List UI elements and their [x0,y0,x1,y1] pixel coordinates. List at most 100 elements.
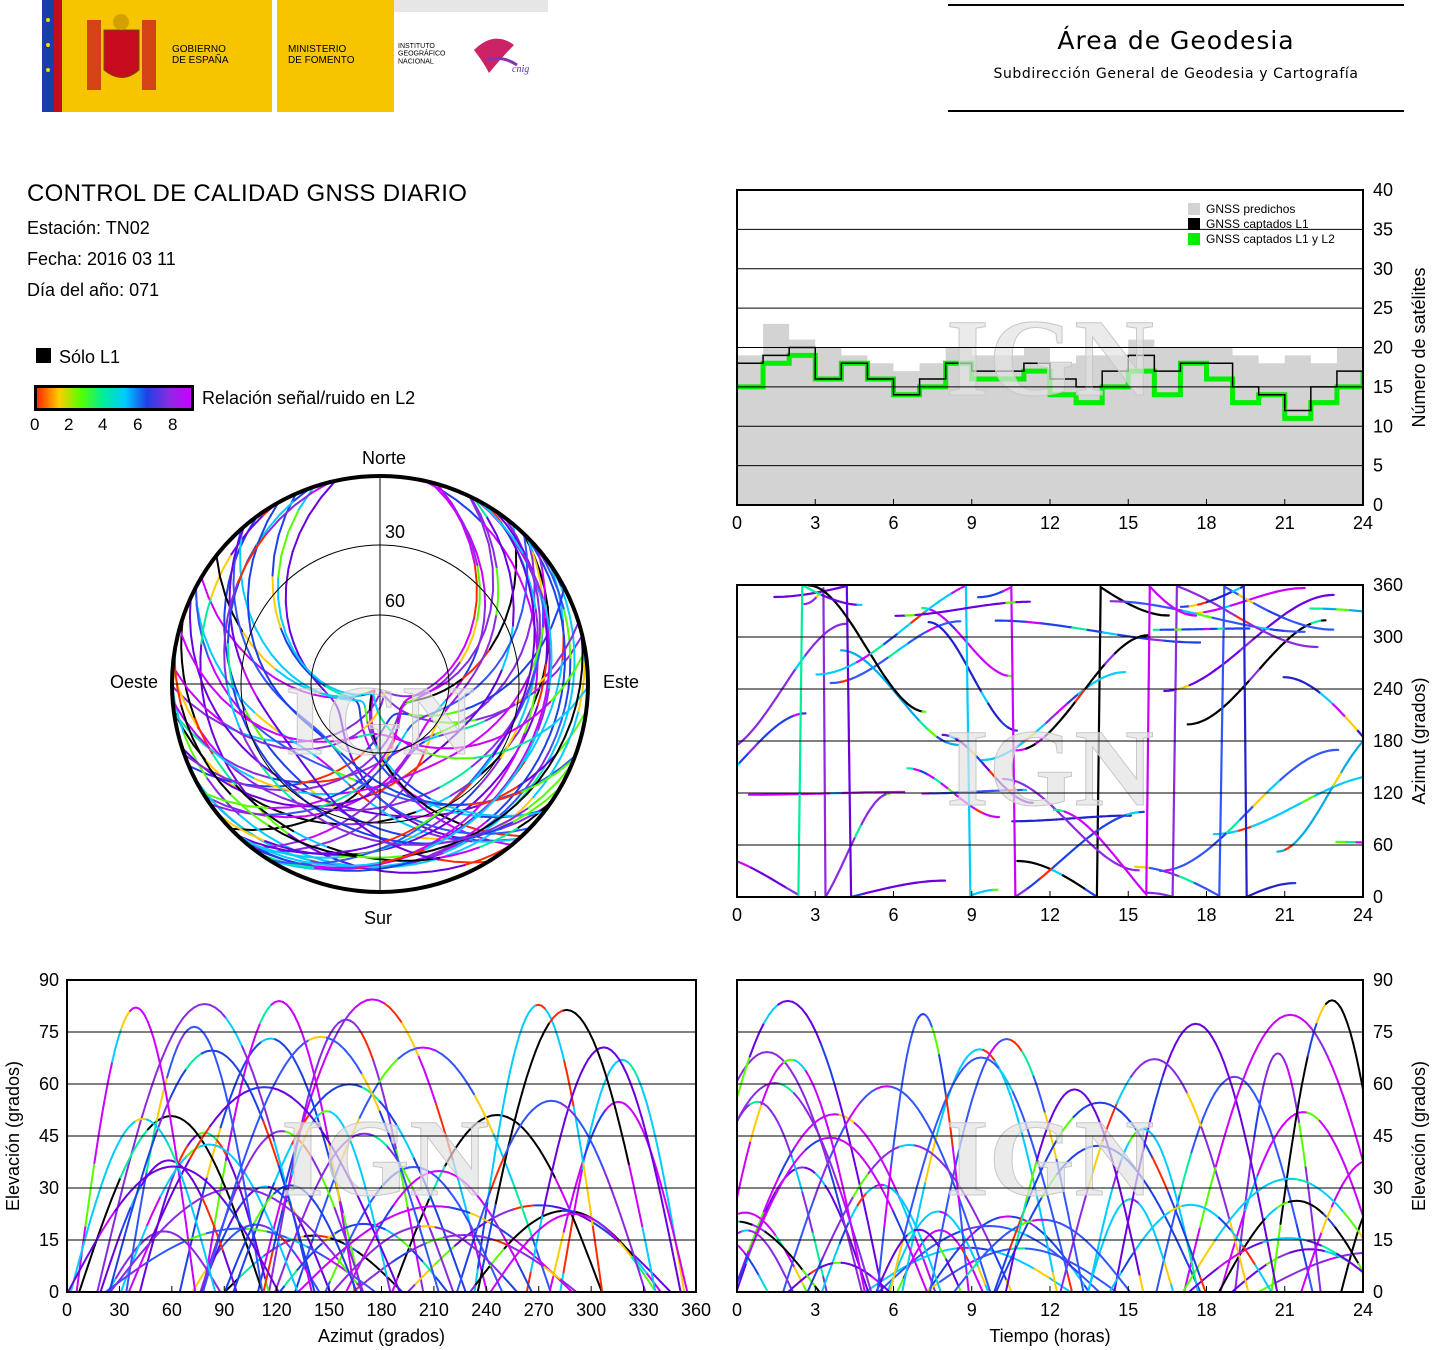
y-tick-label: 90 [39,970,59,990]
y-tick-label: 360 [1373,575,1403,595]
north-label: Norte [362,448,406,468]
x-tick-label: 360 [681,1300,711,1320]
y-tick-label: 40 [1373,180,1393,200]
track [1270,999,1363,1292]
satellite-count-axes: 0 5 10 15 20 25 30 35 40 0 3 6 9 12 15 18 21 24 Número de … [732,180,1429,533]
legend-entry: GNSS captados L1 [1206,217,1309,231]
x-tick-label: 24 [1353,513,1373,533]
azimuth-vs-time-axes: 0 60 120 180 240 300 360 0 3 6 9 12 15 18 21 24 Azimut (… [732,575,1429,925]
track [108,1049,316,1292]
track [737,1058,866,1292]
x-tick-label: 21 [1275,513,1295,533]
track [737,1243,769,1292]
y-tick-label: 30 [1373,1178,1393,1198]
y-tick-label: 90 [1373,970,1393,990]
y-tick-label: 10 [1373,416,1393,436]
track [993,1101,1207,1292]
x-tick-label: 150 [314,1300,344,1320]
x-tick-label: 0 [732,513,742,533]
y-tick-label: 120 [1373,783,1403,803]
y-tick-label: 30 [1373,259,1393,279]
svg-text:cnig: cnig [512,64,529,75]
track [75,1006,197,1292]
x-tick-label: 15 [1118,1300,1138,1320]
skyplot-chart: IGN 30 60 Norte Sur Este Oeste [110,448,639,928]
track [1276,739,1363,853]
x-tick-label: 9 [967,1300,977,1320]
x-tick-label: 6 [888,905,898,925]
y-tick-label: 15 [1373,1230,1393,1250]
track [1152,627,1251,631]
report-title: CONTROL DE CALIDAD GNSS DIARIO [27,180,468,207]
header-logos: GOBIERNO DE ESPAÑA MINISTERIO DE FOMENTO I… [42,0,548,112]
x-tick-label: 120 [262,1300,292,1320]
x-tick-label: 30 [109,1300,129,1320]
track [96,1002,313,1292]
elevation-vs-azimuth-axes: 0 15 30 45 60 75 90 0 30 60 90 120 150 180 210 240 270 30… [3,970,711,1346]
instituto-text: INSTITUTO GEOGRÁFICO NACIONAL [398,43,446,65]
track [1053,585,1198,897]
y-tick-label: 20 [1373,338,1393,358]
y-tick-label: 30 [39,1178,59,1198]
track [1015,634,1150,752]
track [236,499,553,867]
x-axis-label: Tiempo (horas) [989,1326,1110,1346]
track [1257,1251,1363,1292]
header-title-block: Área de Geodesia Subdirección General de… [948,4,1404,112]
coat-of-arms-icon [87,14,156,90]
track [737,1081,873,1292]
track [1188,1237,1363,1292]
track [977,585,1145,897]
x-tick-label: 60 [162,1300,182,1320]
eu-flag-strip [42,0,54,112]
x-tick-label: 18 [1196,513,1216,533]
ring-30-label: 30 [385,522,405,542]
track [345,1169,533,1292]
snr-tick: 4 [98,415,108,434]
y-tick-label: 75 [39,1022,59,1042]
x-tick-label: 3 [810,1300,820,1320]
track [1109,600,1306,633]
track [787,1261,891,1292]
track [1004,1088,1145,1292]
track [737,712,807,767]
track [1155,1075,1314,1292]
track [906,767,1000,819]
track [277,485,588,760]
y-tick-label: 60 [1373,1074,1393,1094]
elevation-time-chart: IGN 0 15 30 45 60 75 90 0 3 6 9 12 15 18 21 24 Elevación … [732,970,1429,1346]
y-tick-label: 240 [1373,679,1403,699]
track [820,1183,942,1292]
ign-watermark: IGN [281,1097,489,1219]
track [172,546,547,796]
y-tick-label: 5 [1373,456,1383,476]
snr-tick: 6 [133,415,143,434]
track [876,1012,970,1292]
x-tick-label: 6 [888,513,898,533]
snr-label: Relación señal/ruido en L2 [202,388,416,408]
snr-tick: 0 [30,415,40,434]
snr-tick: 8 [168,415,178,434]
x-tick-label: 0 [732,905,742,925]
y-tick-label: 75 [1373,1022,1393,1042]
plot-frame [66,979,697,1293]
satellite-count-chart: IGN 0 5 10 15 20 25 30 35 40 0 3 6 9 12 15 18 21 24 Número … [732,180,1429,533]
legend-swatch [1188,233,1200,245]
track [807,585,927,713]
legend-swatch [1188,218,1200,230]
track [1179,585,1297,897]
y-tick-label: 0 [1373,1282,1383,1302]
azimuth-time-chart: IGN 0 60 120 180 240 300 360 0 3 6 9 12 15 18 21 24 Azimu… [732,575,1429,925]
x-tick-label: 15 [1118,905,1138,925]
track [1212,775,1363,836]
x-tick-label: 12 [1040,513,1060,533]
elevation-azimuth-chart: IGN 0 15 30 45 60 75 90 0 30 60 90 120 150 180 210 240 27… [3,970,711,1346]
legend-l1-label: Sólo L1 [59,347,121,367]
y-tick-label: 0 [1373,495,1383,515]
east-label: Este [603,672,639,692]
track [737,622,848,747]
track [236,506,536,855]
y-axis-label: Elevación (grados) [1409,1061,1429,1211]
track [1282,676,1363,739]
